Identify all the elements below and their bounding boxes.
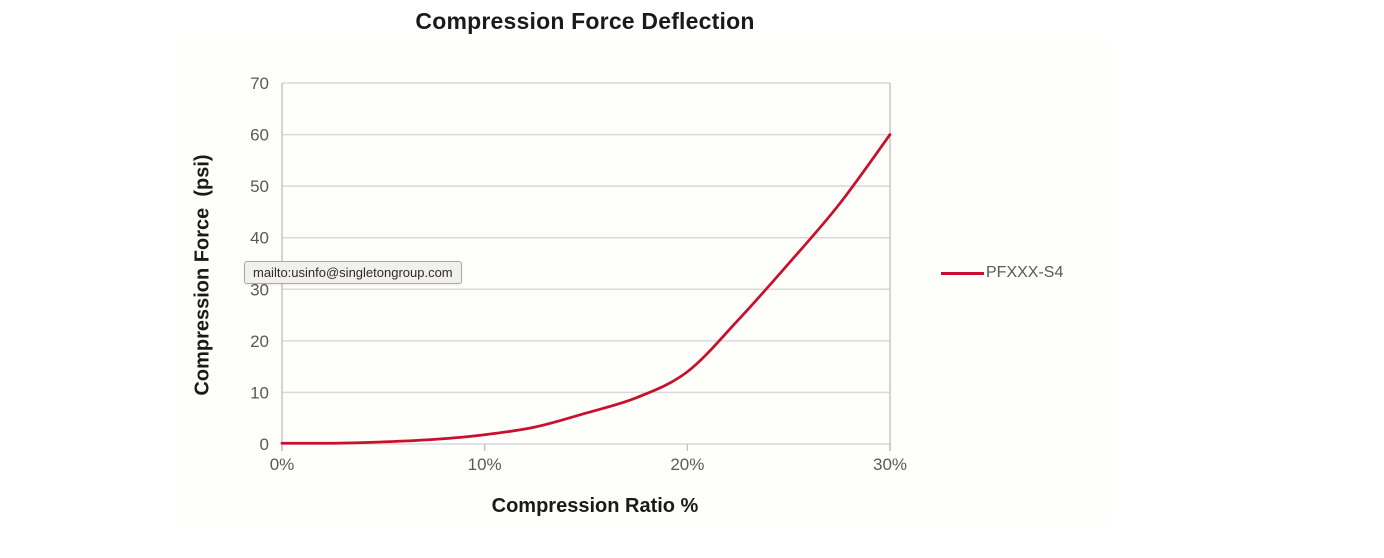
legend-label: PFXXX-S4 (986, 264, 1064, 281)
y-tick-label: 20 (250, 332, 269, 351)
y-tick-label: 30 (250, 280, 269, 299)
legend: PFXXX-S4 (941, 264, 1063, 282)
y-tick-label: 10 (250, 383, 269, 402)
y-tick-label: 40 (250, 229, 269, 248)
y-tick-label: 70 (250, 74, 269, 93)
x-tick-label: 20% (670, 455, 704, 474)
x-axis-title: Compression Ratio % (491, 495, 699, 517)
x-tick-label: 0% (270, 455, 295, 474)
chart-title: Compression Force Deflection (415, 8, 755, 34)
y-axis-title: Compression Force (psi) (191, 154, 214, 396)
plot-area: 0 10 20 30 40 50 60 70 0% 10% 20% 30% (250, 74, 907, 474)
y-tick-label: 60 (250, 126, 269, 145)
x-tick-label: 30% (873, 455, 907, 474)
legend-line-swatch (941, 271, 984, 275)
series-curve (280, 133, 892, 445)
y-tick-label: 0 (260, 435, 269, 454)
y-tick-label: 50 (250, 177, 269, 196)
x-tick-label: 10% (468, 455, 502, 474)
link-status-tooltip: mailto:usinfo@singletongroup.com (244, 261, 462, 284)
